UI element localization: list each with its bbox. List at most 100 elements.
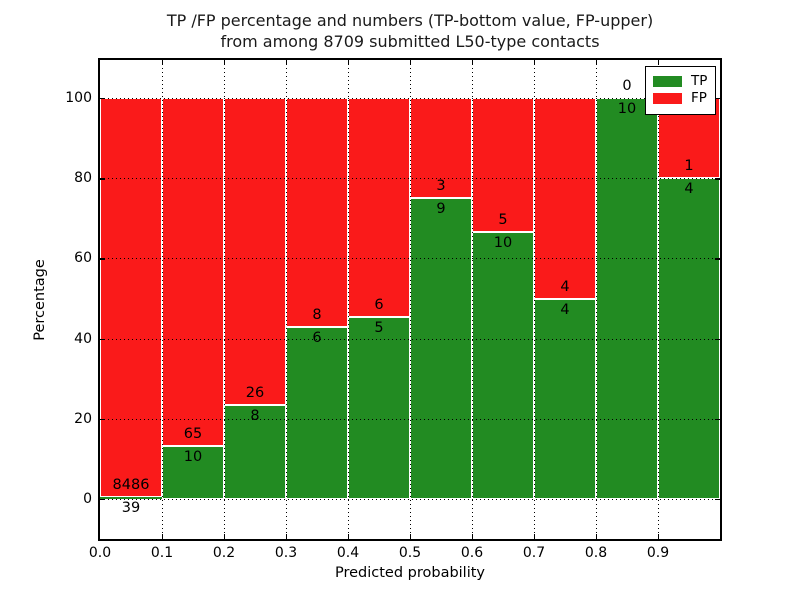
x-tick-label: 0.2 [212, 545, 236, 561]
fp-bar-segment [534, 98, 596, 299]
gridline-vertical [348, 60, 349, 539]
y-tick-label: 0 [83, 491, 92, 507]
tp-legend-swatch [653, 76, 682, 87]
tp-count-label: 8 [250, 407, 260, 424]
x-tick-mark-top [348, 60, 350, 65]
tp-count-label: 9 [436, 201, 446, 218]
tp-bar-segment [100, 497, 162, 499]
y-tick-mark-right [715, 338, 720, 340]
tp-bar-segment [472, 231, 534, 499]
fp-count-label: 1 [684, 158, 694, 175]
tp-bar-segment [410, 198, 472, 499]
tp-count-label: 5 [374, 319, 384, 336]
gridline-vertical [472, 60, 473, 539]
fp-bar-segment [162, 98, 224, 446]
y-tick-label: 60 [74, 250, 92, 267]
x-tick-mark-bottom [286, 534, 288, 539]
y-tick-label: 20 [74, 410, 92, 427]
fp-count-label: 4 [560, 278, 570, 295]
x-tick-mark-bottom [224, 534, 226, 539]
y-tick-mark-left [100, 418, 105, 421]
tp-count-label: 39 [121, 500, 141, 517]
y-tick-mark-left [100, 338, 105, 340]
x-tick-mark-top [472, 60, 474, 65]
chart-title-line1: TP /FP percentage and numbers (TP-bottom… [166, 11, 654, 30]
chart-title-line2: from among 8709 submitted L50-type conta… [220, 32, 600, 51]
x-tick-label: 0.4 [336, 545, 360, 561]
gridline-vertical [410, 60, 411, 539]
x-tick-label: 0.3 [274, 545, 298, 561]
x-tick-mark-bottom [472, 534, 474, 539]
tp-bar-segment [534, 298, 596, 499]
fp-bar-segment [224, 98, 286, 405]
y-tick-mark-left [100, 98, 105, 100]
x-axis-label: Predicted probability [334, 565, 486, 581]
x-tick-label: 0.0 [88, 545, 112, 561]
y-tick-label: 100 [65, 90, 92, 106]
fp-count-label: 5 [498, 211, 508, 228]
y-tick-label: 80 [74, 170, 92, 187]
fp-bar-segment [100, 98, 162, 498]
fp-bar-segment [348, 98, 410, 317]
legend-entry-fp: FP [653, 91, 708, 106]
x-tick-mark-bottom [534, 534, 536, 539]
fp-count-label: 8486 [112, 477, 150, 494]
x-tick-mark-bottom [162, 534, 164, 539]
fp-bar-segment [410, 98, 472, 199]
x-tick-mark-bottom [410, 534, 412, 539]
fp-count-label: 3 [436, 178, 446, 195]
gridline-vertical [286, 60, 287, 539]
tp-count-label: 10 [493, 234, 513, 251]
fp-count-label: 6 [374, 296, 384, 313]
gridline-vertical [658, 60, 659, 539]
y-tick-mark-right [715, 499, 720, 501]
plot-area [100, 60, 720, 539]
fp-count-label: 65 [183, 425, 203, 442]
legend-entry-tp: TP [653, 74, 708, 89]
x-tick-mark-top [162, 60, 164, 65]
x-tick-mark-bottom [348, 534, 350, 539]
tp-count-label: 10 [617, 101, 637, 117]
x-tick-mark-top [224, 60, 226, 65]
x-tick-label: 0.8 [584, 545, 608, 561]
tp-bar-segment [224, 404, 286, 499]
y-axis-label: Percentage [32, 259, 48, 341]
tp-legend-label: TP [691, 73, 708, 89]
fp-legend-label: FP [691, 90, 707, 106]
x-tick-label: 0.6 [460, 545, 484, 561]
fp-bar-segment [286, 98, 348, 328]
x-tick-mark-top [286, 60, 288, 65]
gridline-vertical [162, 60, 163, 539]
fp-legend-swatch [653, 93, 682, 104]
chart-title: TP /FP percentage and numbers (TP-bottom… [100, 10, 720, 52]
x-tick-label: 0.5 [398, 545, 422, 561]
tp-count-label: 10 [183, 448, 203, 465]
x-tick-mark-bottom [658, 534, 660, 539]
tp-bar-segment [596, 98, 658, 499]
fp-count-label: 0 [622, 78, 632, 94]
legend: TP FP [645, 66, 716, 115]
tp-count-label: 6 [312, 330, 322, 347]
x-tick-mark-top [658, 60, 660, 65]
tp-count-label: 4 [560, 301, 570, 318]
gridline-vertical [534, 60, 535, 539]
fp-count-label: 26 [245, 384, 265, 401]
y-tick-mark-right [715, 418, 720, 421]
y-tick-mark-right [715, 258, 720, 260]
y-tick-mark-left [100, 258, 105, 260]
y-tick-mark-right [715, 98, 720, 100]
x-tick-mark-top [534, 60, 536, 65]
gridline-vertical [596, 60, 597, 539]
gridline-vertical [224, 60, 225, 539]
x-tick-mark-top [410, 60, 412, 65]
fp-count-label: 8 [312, 307, 322, 324]
tp-bar-segment [348, 316, 410, 499]
tp-count-label: 4 [684, 181, 694, 198]
y-tick-mark-left [100, 178, 105, 180]
y-tick-mark-left [100, 499, 105, 501]
x-tick-mark-bottom [596, 534, 598, 539]
y-tick-mark-right [715, 178, 720, 180]
tp-bar-segment [286, 327, 348, 499]
x-tick-label: 0.1 [150, 545, 174, 561]
